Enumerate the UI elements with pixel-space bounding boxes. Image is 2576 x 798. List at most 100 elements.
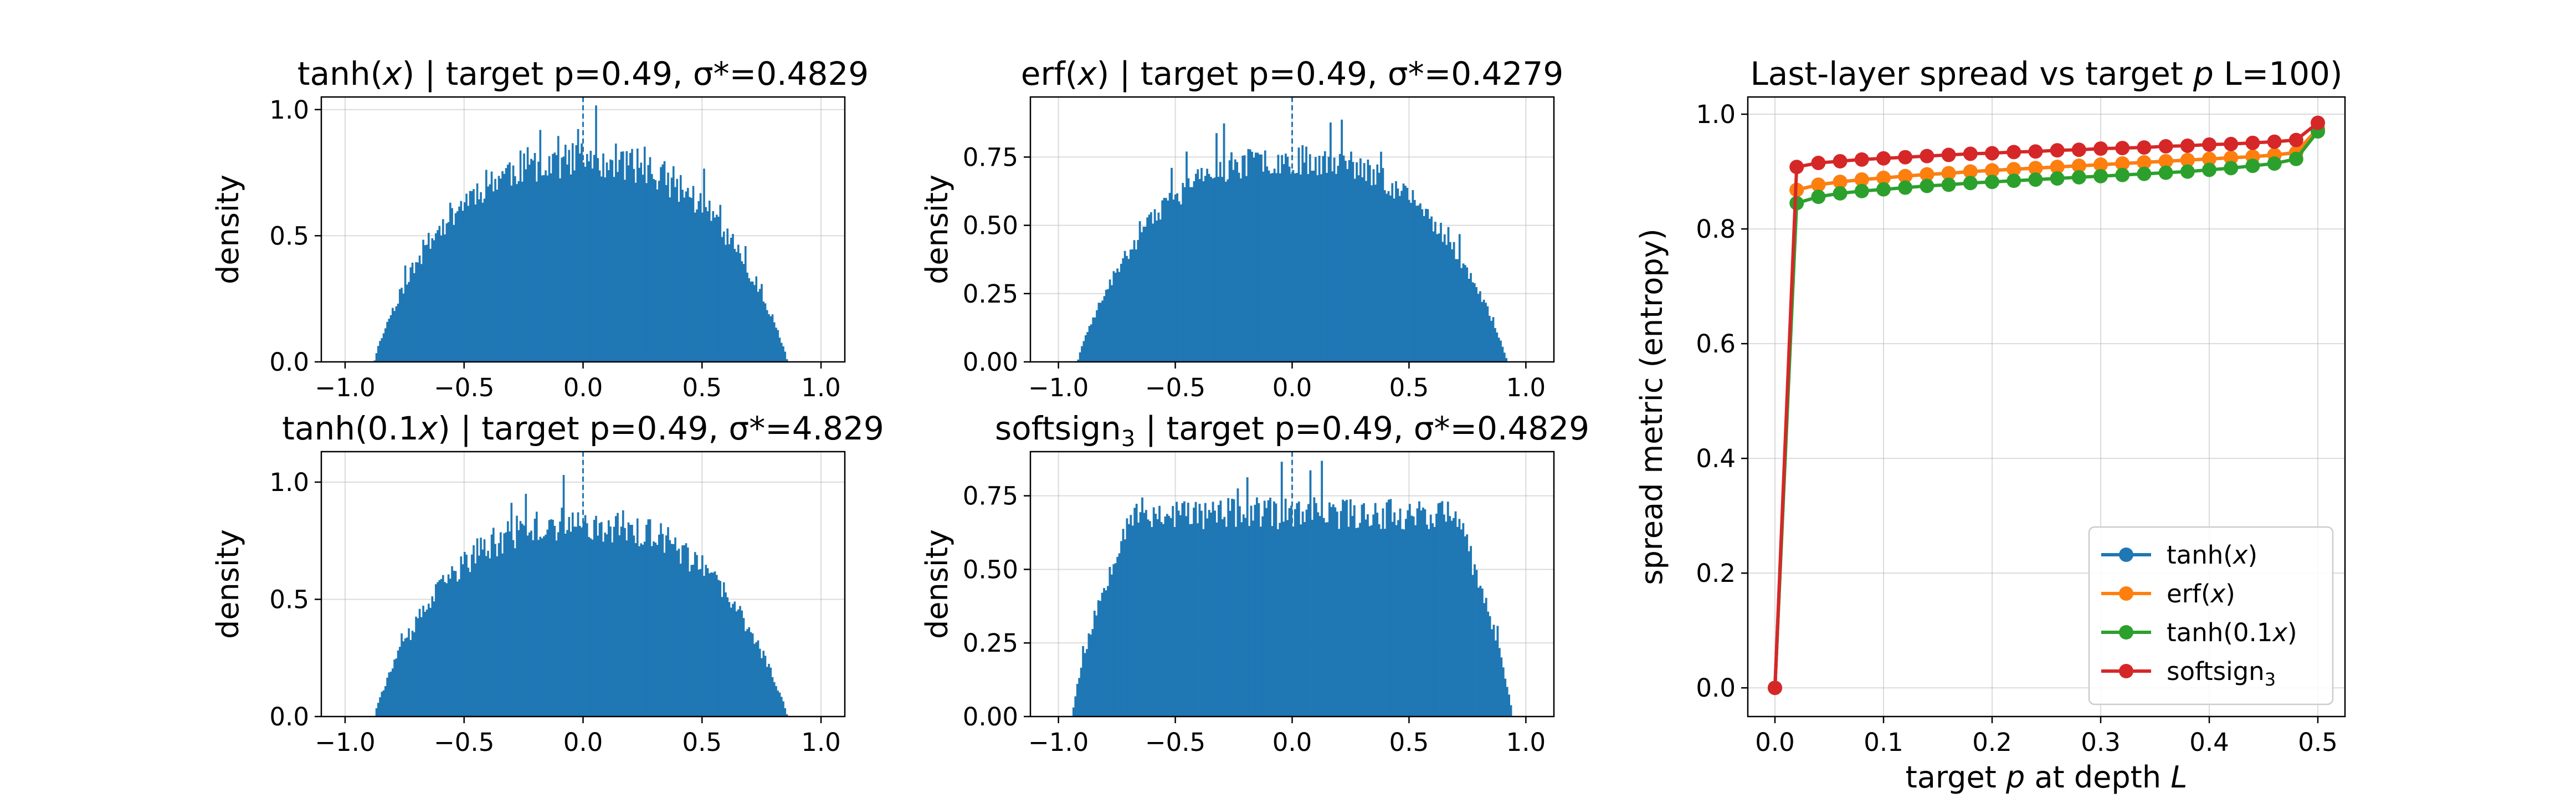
histogram-bar xyxy=(1208,510,1210,717)
histogram-bar xyxy=(715,575,718,717)
series-point xyxy=(1876,182,1891,197)
histogram-bar xyxy=(1260,154,1263,362)
histogram-bar xyxy=(1496,332,1499,362)
histogram-bar xyxy=(1292,526,1295,717)
histogram-bar xyxy=(393,659,396,717)
histogram-bar xyxy=(506,165,509,362)
histogram-bar xyxy=(1234,159,1236,362)
histogram-bar xyxy=(1252,520,1254,717)
histogram-bar xyxy=(640,543,643,717)
histogram-bar xyxy=(377,703,379,717)
histogram-bar xyxy=(593,520,596,717)
histogram-bar xyxy=(1462,523,1465,717)
histogram-bar xyxy=(1407,510,1409,717)
histogram-bar xyxy=(703,576,705,717)
histogram-bar xyxy=(1169,518,1172,717)
histogram-bar xyxy=(424,245,427,362)
histogram-bar xyxy=(614,516,617,717)
histogram-bar xyxy=(1453,518,1455,717)
histogram-bar xyxy=(1212,178,1214,362)
histogram-bar xyxy=(456,211,459,362)
series-point xyxy=(2311,115,2325,130)
histogram-bar xyxy=(1193,181,1195,362)
y-tick-label: 0.75 xyxy=(963,142,1018,172)
histogram-bar xyxy=(496,190,499,362)
histogram-bar xyxy=(512,540,515,717)
histogram-bar xyxy=(773,322,776,362)
histogram-bar xyxy=(429,248,432,362)
histogram-bar xyxy=(605,534,608,717)
histogram-bar xyxy=(525,169,527,362)
histogram-bar xyxy=(425,244,428,362)
histogram-bar xyxy=(1081,346,1083,362)
histogram-bar xyxy=(451,208,453,362)
histogram-bar xyxy=(1286,156,1289,362)
histogram-bar xyxy=(453,570,455,717)
histogram-bar xyxy=(1214,510,1216,717)
histogram-bar xyxy=(480,538,482,717)
histogram-bar xyxy=(697,569,700,717)
histogram-bar xyxy=(542,536,545,717)
histogram-bar xyxy=(667,527,669,717)
histogram-bar xyxy=(1152,223,1154,362)
histogram-bar xyxy=(1284,498,1287,717)
y-axis-label: spread metric (entropy) xyxy=(1634,228,1669,585)
histogram-bar xyxy=(1342,155,1345,362)
histogram-bar xyxy=(569,174,572,362)
histogram-bar xyxy=(1487,611,1490,717)
histogram-bar xyxy=(1481,589,1484,717)
histogram-bar xyxy=(1092,317,1095,362)
histogram-bar xyxy=(1246,477,1249,717)
histogram-bar xyxy=(1227,498,1230,717)
histogram-bar xyxy=(1359,523,1362,717)
histogram-bar xyxy=(516,515,518,717)
histogram-bar xyxy=(1251,151,1254,362)
histogram-bar xyxy=(692,186,695,362)
histogram-bar xyxy=(722,582,725,717)
histogram-bar xyxy=(1215,133,1218,362)
chart-title: erf(x) | target p=0.49, σ*=0.4279 xyxy=(1021,55,1563,93)
histogram-bar xyxy=(642,175,644,362)
histogram-bar xyxy=(553,525,556,717)
series-point xyxy=(2267,156,2282,171)
histogram-bar xyxy=(546,529,549,717)
histogram-bar xyxy=(1470,273,1472,362)
histogram-bar xyxy=(645,183,648,362)
histogram-bar xyxy=(786,714,788,717)
histogram-bar xyxy=(1101,592,1104,717)
series-point xyxy=(2050,160,2065,175)
x-tick-label: 1.0 xyxy=(801,728,841,757)
histogram-bar xyxy=(1087,633,1090,717)
histogram-bar xyxy=(417,618,419,717)
legend-label: tanh(0.1x) xyxy=(2167,618,2297,647)
histogram-bar xyxy=(409,267,412,362)
histogram-bar xyxy=(1328,502,1331,717)
histogram-bar xyxy=(447,222,450,362)
histogram-bar xyxy=(757,291,760,362)
histogram-bar xyxy=(712,572,715,717)
histogram-bar xyxy=(1323,151,1326,362)
histogram-bar xyxy=(461,211,464,362)
histogram-bar xyxy=(694,212,696,362)
histogram-bar xyxy=(581,143,583,362)
histogram-bar xyxy=(1275,503,1277,717)
legend-label: tanh(x) xyxy=(2167,540,2257,570)
histogram-bar xyxy=(490,171,493,362)
histogram-bar xyxy=(539,536,542,717)
x-tick-label: 0.5 xyxy=(1389,373,1429,402)
histogram-bar xyxy=(1430,216,1433,362)
histogram-bar xyxy=(542,175,545,362)
histogram-bar xyxy=(681,190,684,362)
histogram-bar xyxy=(444,234,446,362)
series-point xyxy=(2115,141,2130,156)
histogram-bar xyxy=(598,170,601,362)
histogram-bar xyxy=(1162,524,1164,717)
chart-title: Last-layer spread vs target p L=100) xyxy=(1750,55,2342,93)
x-tick-label: 0.0 xyxy=(1272,728,1312,757)
histogram-bar xyxy=(442,575,444,717)
histogram-bar xyxy=(1455,259,1457,362)
histogram-bar xyxy=(1391,183,1394,362)
x-tick-label: −1.0 xyxy=(1028,373,1089,402)
histogram-bar xyxy=(658,181,660,362)
histogram-bar xyxy=(1190,524,1193,717)
